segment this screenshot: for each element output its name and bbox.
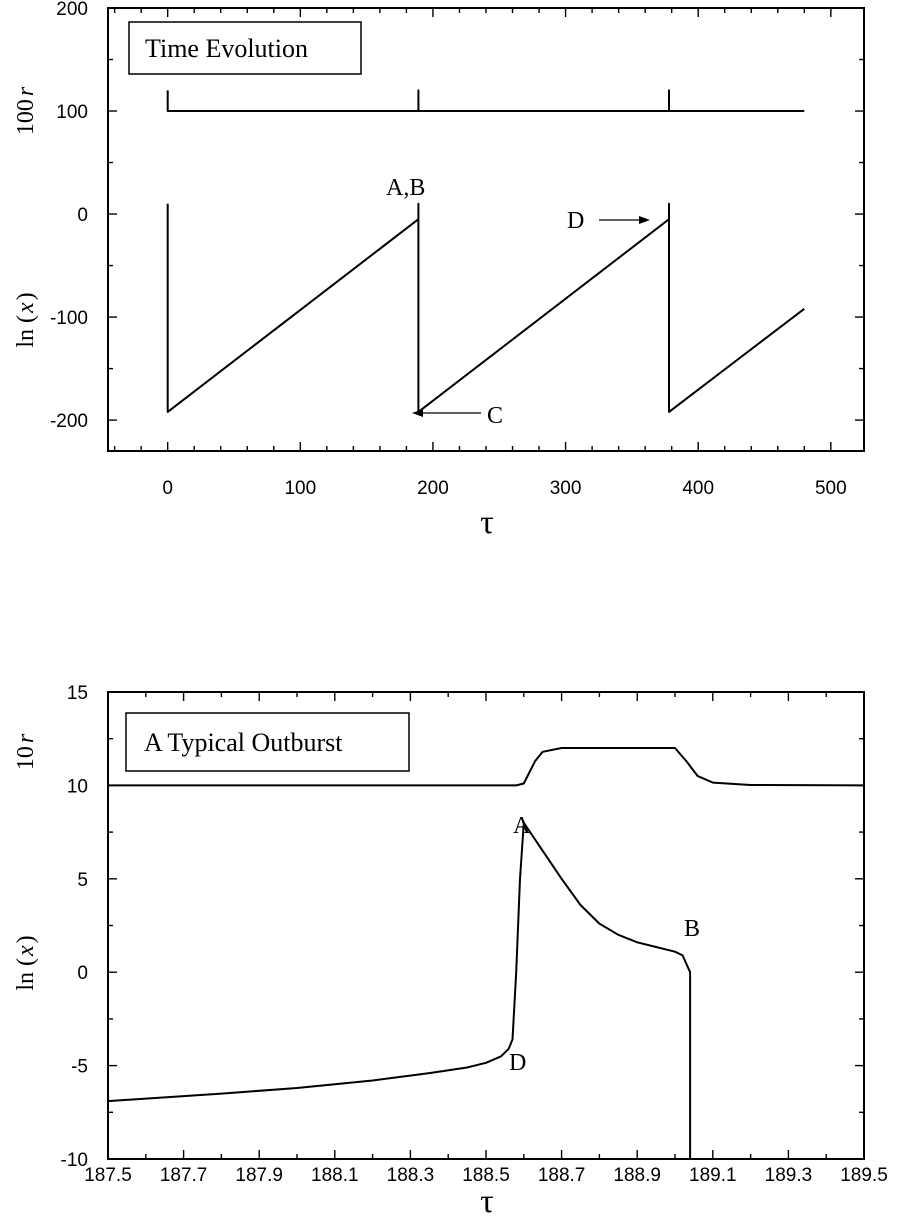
bottom-y-tick-label: 10 [67,776,88,797]
bottom-chart-title: A Typical Outburst [144,728,343,757]
top-ln-x-series [166,202,805,413]
bottom-y-tick-label: 0 [77,963,88,984]
bottom-x-tick-label: 187.5 [84,1165,132,1186]
bottom-x-tick-label: 189.1 [689,1165,737,1186]
top-x-tick-label: 200 [417,478,449,499]
top-title-border [128,21,362,75]
bottom-y-tick-labels: 15 10 5 0 -5 -10 [61,683,88,1171]
top-x-tick-label: 0 [162,478,173,499]
bottom-x-tick-label: 187.9 [235,1165,283,1186]
top-y-tick-label: 100 [56,102,88,123]
top-title-box: Time Evolution [128,21,362,75]
top-annotation-d: D [567,208,584,234]
bottom-plot-frame [107,691,865,1160]
typical-outburst-chart: 187.5 187.7 187.9 188.1 188.3 188.5 188.7 188.9… [13,683,888,1220]
bottom-x-tick-label: 189.5 [840,1165,888,1186]
bottom-title-border [125,712,410,772]
top-y-tick-label: -200 [50,411,88,432]
top-annotation-ab: A,B [386,175,425,201]
top-x-tick-label: 300 [550,478,582,499]
top-tau-label: τ [480,504,494,541]
bottom-x-tick-label: 188.7 [538,1165,586,1186]
top-y-tick-labels: 200 100 0 -100 -200 [50,0,88,432]
top-arrow-c-head [412,409,423,417]
bottom-y-tick-label: -5 [71,1057,88,1078]
top-arrow-d-head [639,216,650,224]
top-r-axis-label: 100r [13,86,39,135]
top-x-tick-label: 400 [682,478,714,499]
bottom-x-tick-label: 187.7 [160,1165,208,1186]
bottom-annotation-b: B [684,916,700,942]
top-y-tick-label: 200 [56,0,88,20]
bottom-10r-series [108,747,865,787]
top-chart-title: Time Evolution [145,34,308,63]
top-annotation-c: C [487,403,503,429]
bottom-x-tick-label: 188.5 [462,1165,510,1186]
bottom-x-axis-label: ln (x) [13,935,39,990]
bottom-annotation-d: D [509,1050,526,1076]
bottom-y-tick-label: -10 [61,1150,88,1171]
top-100r-series [166,89,805,112]
top-plot-frame [107,7,865,452]
bottom-x-tick-labels: 187.5 187.7 187.9 188.1 188.3 188.5 188.7 188.9… [84,1165,888,1186]
top-x-tick-label: 100 [284,478,316,499]
bottom-ln-x-series [107,821,692,1159]
time-evolution-chart: 0 100 200 300 400 500 200 100 0 -100 -200 Time Ev… [13,0,865,541]
bottom-title-box: A Typical Outburst [125,712,410,772]
bottom-y-tick-label: 15 [67,683,88,704]
bottom-x-tick-label: 188.1 [311,1165,359,1186]
bottom-tau-label: τ [480,1183,494,1220]
bottom-x-tick-label: 188.3 [387,1165,435,1186]
top-x-axis-label: ln (x) [13,292,39,347]
top-y-tick-label: 0 [77,205,88,226]
top-x-tick-labels: 0 100 200 300 400 500 [162,478,846,499]
top-x-tick-label: 500 [815,478,847,499]
bottom-x-tick-label: 188.9 [613,1165,661,1186]
bottom-r-axis-label: 10r [13,733,39,770]
bottom-x-tick-label: 189.3 [765,1165,813,1186]
top-y-tick-label: -100 [50,308,88,329]
bottom-annotation-a: A [513,813,531,839]
bottom-y-tick-label: 5 [77,870,88,891]
